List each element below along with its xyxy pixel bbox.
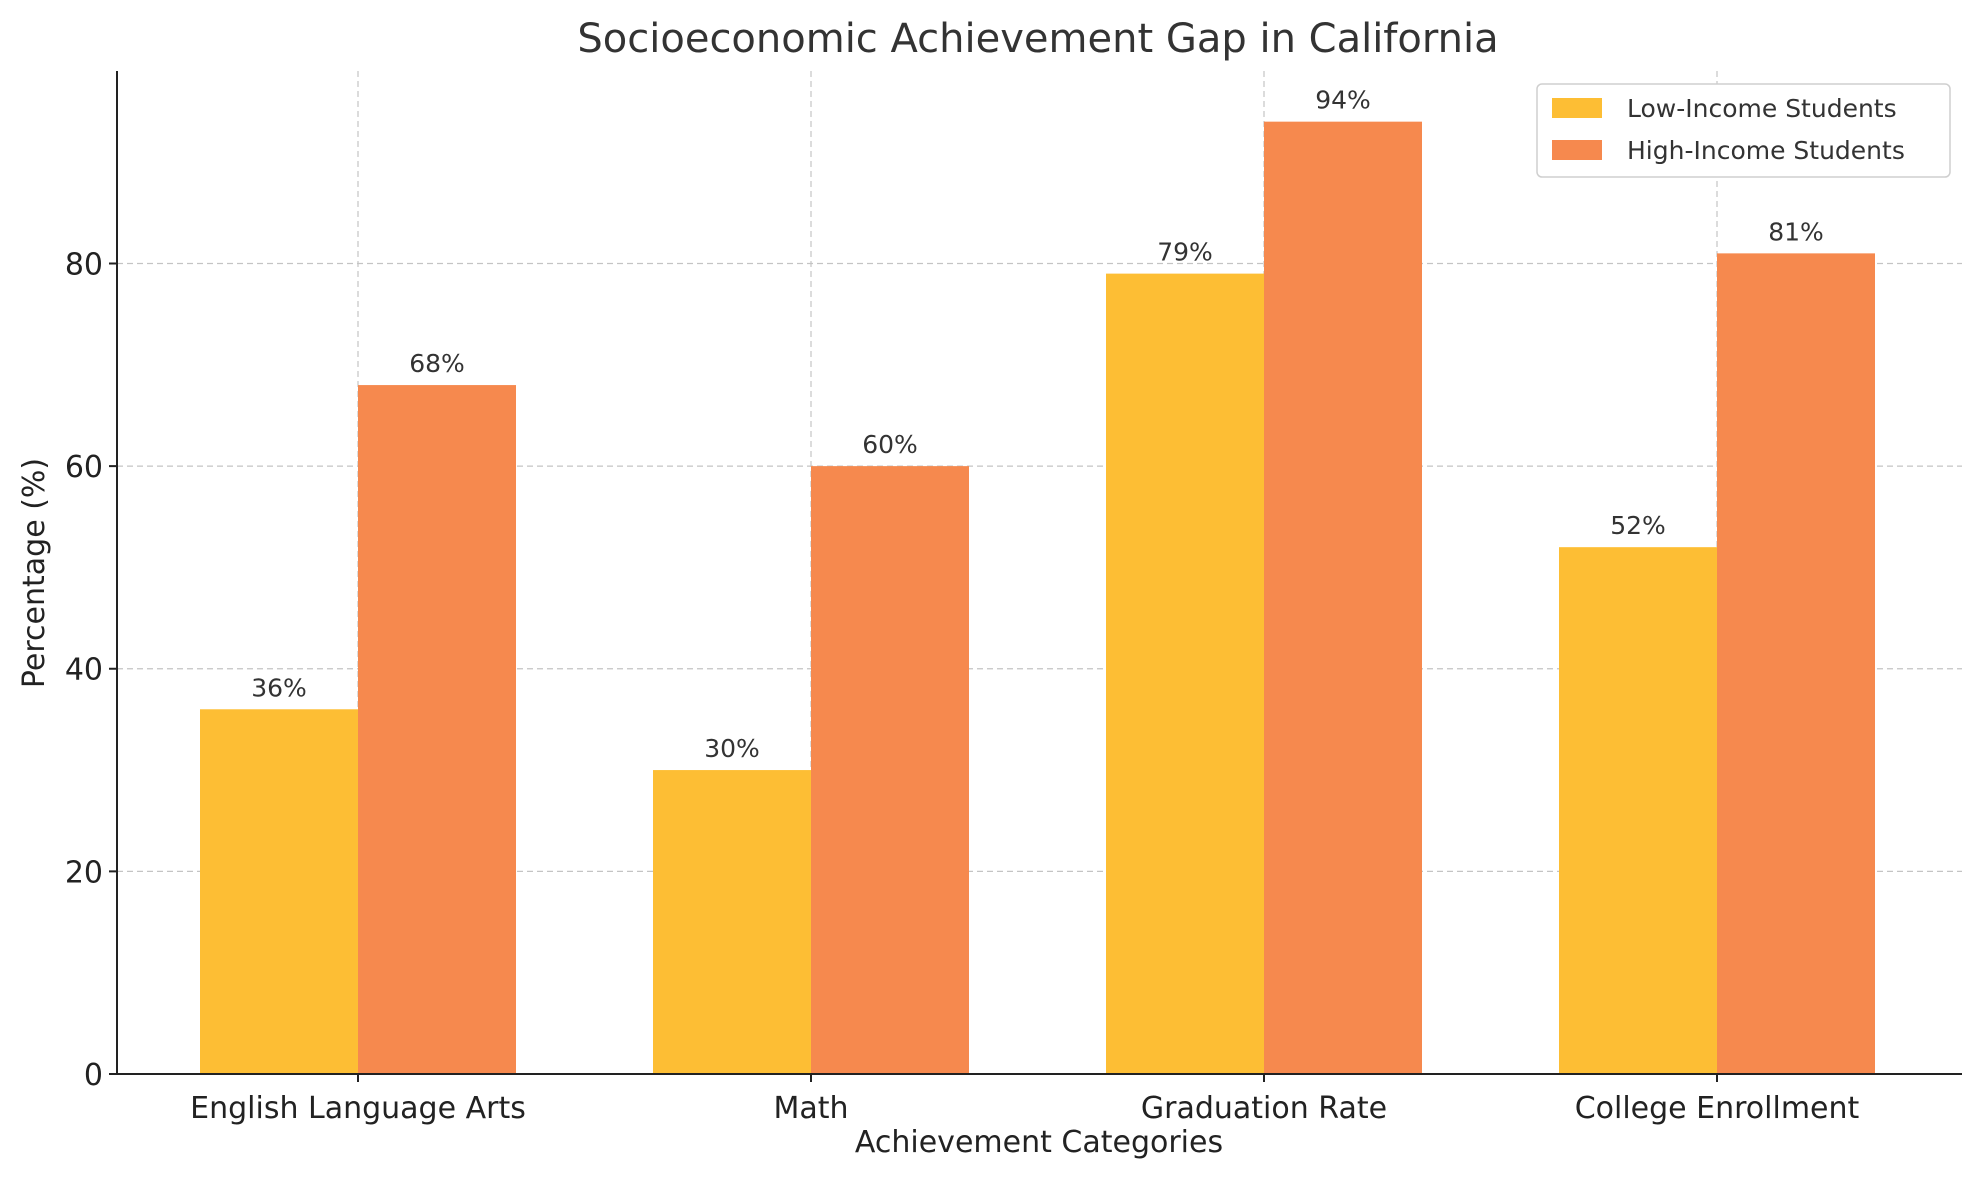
bar-value-label: 79% [1157, 238, 1213, 267]
bar-low-income [200, 709, 358, 1074]
bar-high-income [1264, 121, 1422, 1075]
legend: Low-Income Students High-Income Students [1536, 83, 1951, 178]
bar-value-label: 81% [1768, 217, 1824, 246]
bar-value-label: 68% [409, 349, 465, 378]
legend-swatch-low-income [1552, 98, 1602, 118]
axes [116, 71, 1962, 1075]
bar-value-label: 36% [251, 673, 307, 702]
y-tick-label: 20 [65, 855, 103, 890]
bar-value-label: 94% [1315, 86, 1371, 115]
legend-frame [1536, 83, 1951, 178]
legend-label-high-income: High-Income Students [1627, 136, 1905, 165]
y-axis-label: Percentage (%) [17, 458, 52, 688]
y-tick-label: 0 [84, 1058, 103, 1093]
y-tick-label: 80 [65, 247, 103, 282]
data-labels: 36% 30% 79% 52% 68% 60% 94% 81% [251, 86, 1824, 763]
chart-title: Socioeconomic Achievement Gap in Califor… [577, 16, 1498, 62]
bar-high-income [1717, 253, 1875, 1074]
x-tick-label: Graduation Rate [1141, 1091, 1387, 1126]
x-axis-label: Achievement Categories [855, 1125, 1223, 1160]
bar-value-label: 52% [1610, 511, 1666, 540]
legend-label-low-income: Low-Income Students [1627, 94, 1897, 123]
y-ticks: 0 20 40 60 80 [65, 247, 117, 1093]
bar-low-income [653, 770, 811, 1074]
x-tick-label: College Enrollment [1575, 1091, 1860, 1126]
bars [200, 121, 1875, 1075]
bar-value-label: 30% [704, 734, 760, 763]
y-tick-label: 40 [65, 653, 103, 688]
y-tick-label: 60 [65, 450, 103, 485]
bar-low-income [1559, 547, 1717, 1074]
bar-high-income [811, 466, 969, 1074]
x-tick-label: English Language Arts [190, 1091, 526, 1126]
legend-swatch-high-income [1552, 140, 1602, 160]
bar-low-income [1106, 273, 1264, 1075]
bar-value-label: 60% [862, 430, 918, 459]
x-tick-label: Math [773, 1091, 848, 1126]
x-ticks: English Language Arts Math Graduation Rate… [190, 1074, 1860, 1126]
bar-high-income [358, 385, 516, 1075]
